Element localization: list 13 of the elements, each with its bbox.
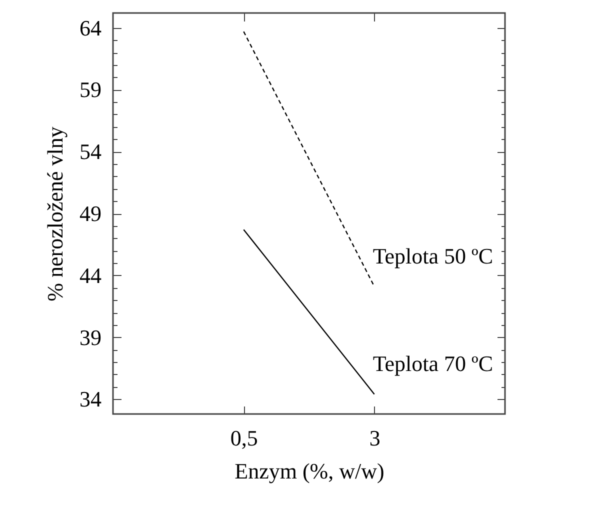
y-tick-label: 59 bbox=[80, 77, 102, 102]
y-tick-label: 54 bbox=[80, 139, 102, 164]
y-tick-label: 44 bbox=[80, 262, 102, 288]
x-axis-title: Enzym (%, w/w) bbox=[234, 458, 384, 484]
y-axis-title: % nerozložené vlny bbox=[42, 126, 68, 302]
y-tick-label: 34 bbox=[80, 386, 102, 412]
x-tick-label: 0,5 bbox=[230, 426, 258, 450]
series-label: Teplota 50 ºC bbox=[372, 244, 493, 269]
y-tick-label: 49 bbox=[80, 201, 102, 226]
y-tick-label: 39 bbox=[80, 324, 102, 350]
series-label: Teplota 70 ºC bbox=[372, 351, 493, 376]
x-tick-label: 3 bbox=[369, 426, 380, 450]
y-tick-label: 64 bbox=[80, 15, 102, 40]
